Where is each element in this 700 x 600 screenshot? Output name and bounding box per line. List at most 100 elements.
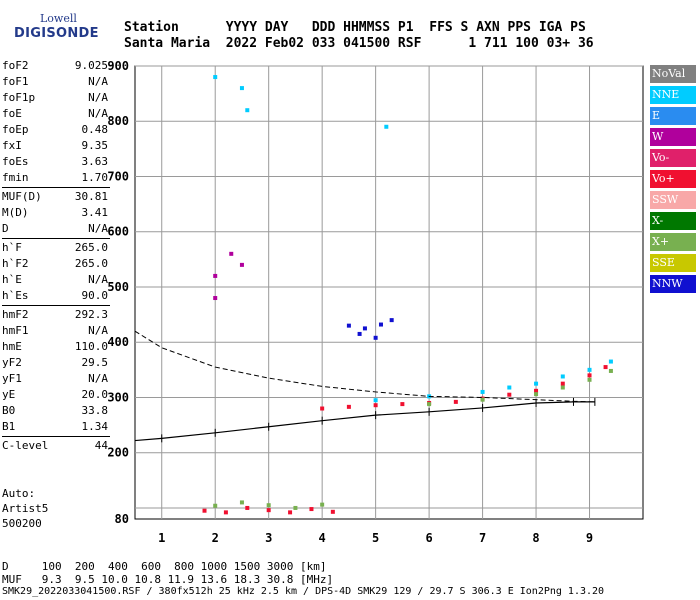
- legend: NoVal NNE E W Vo- Vo+ SSW X- X+ SSE NNW: [650, 65, 696, 296]
- parameter-value: 110.0: [74, 340, 108, 353]
- parameter-row: yF1 N/A: [0, 371, 112, 387]
- legend-item: NoVal: [650, 65, 696, 83]
- parameter-row: B1 1.34: [0, 419, 112, 435]
- parameter-row: foEs 3.63: [0, 154, 112, 170]
- data-point: [384, 124, 389, 129]
- parameter-value: N/A: [88, 273, 108, 286]
- dashed-profile-line: [134, 330, 595, 403]
- parameter-name: foF1p: [2, 91, 36, 104]
- y-tick-label: 200: [107, 446, 129, 460]
- data-point: [373, 398, 378, 403]
- parameter-value: 265.0: [74, 257, 108, 270]
- logo-digisonde-text: DIGISONDE: [14, 26, 99, 41]
- data-point: [293, 505, 298, 510]
- x-tick-label: 6: [425, 531, 432, 545]
- header-values: Santa Maria 2022 Feb02 033 041500 RSF 1 …: [124, 36, 594, 51]
- data-point: [223, 510, 228, 515]
- x-tick-label: 4: [319, 531, 326, 545]
- parameter-name: B0: [2, 404, 16, 417]
- parameter-row: foE N/A: [0, 106, 112, 122]
- data-point: [560, 381, 565, 386]
- parameter-name: hmF2: [2, 308, 29, 321]
- x-tick-label: 9: [586, 531, 593, 545]
- parameter-name: h`Es: [2, 289, 29, 302]
- y-tick-label: 80: [115, 512, 129, 526]
- parameter-value: 29.5: [81, 356, 109, 369]
- data-point: [534, 388, 539, 393]
- legend-item: Vo+: [650, 170, 696, 188]
- data-point: [427, 402, 432, 407]
- data-point: [400, 402, 405, 407]
- parameter-row: B0 33.8: [0, 403, 112, 419]
- parameter-row: M(D) 3.41: [0, 205, 112, 221]
- legend-item: X+: [650, 233, 696, 251]
- data-point: [534, 392, 539, 397]
- parameter-name: h`E: [2, 273, 22, 286]
- data-point: [587, 373, 592, 378]
- data-point: [229, 251, 234, 256]
- data-point: [587, 377, 592, 382]
- y-tick-label: 900: [107, 59, 129, 73]
- parameter-value: 1.70: [81, 171, 109, 184]
- data-point: [213, 75, 218, 80]
- parameter-name: MUF(D): [2, 190, 42, 203]
- y-tick-label: 300: [107, 390, 129, 404]
- parameter-value: N/A: [88, 107, 108, 120]
- parameter-value: 9.35: [81, 139, 109, 152]
- data-point: [560, 374, 565, 379]
- parameter-row: h`F 265.0: [0, 240, 112, 256]
- parameter-name: C-level: [2, 439, 49, 452]
- parameter-name: hmE: [2, 340, 22, 353]
- chart-lines: [134, 330, 596, 445]
- legend-item: E: [650, 107, 696, 125]
- parameter-value: 3.63: [81, 155, 109, 168]
- data-point: [608, 368, 613, 373]
- file-info: SMK29_2022033041500.RSF / 380fx512h 25 k…: [2, 586, 605, 597]
- data-point: [534, 381, 539, 386]
- legend-item: NNW: [650, 275, 696, 293]
- parameter-name: yF1: [2, 372, 22, 385]
- chart-tick-labels: 1 2 3 4 5 6 7 8 9 200 300 400 500 600 700 800 900 80: [107, 59, 593, 545]
- parameter-name: foEp: [2, 123, 29, 136]
- parameter-value: N/A: [88, 75, 108, 88]
- data-point: [507, 385, 512, 390]
- x-tick-label: 8: [532, 531, 539, 545]
- parameter-name: foF2: [2, 59, 29, 72]
- data-point: [608, 359, 613, 364]
- data-point: [480, 389, 485, 394]
- data-point: [453, 399, 458, 404]
- data-point: [373, 335, 378, 340]
- parameter-name: h`F2: [2, 257, 29, 270]
- parameter-value: 1.34: [81, 420, 109, 433]
- parameter-row: foF1p N/A: [0, 90, 112, 106]
- data-point: [330, 509, 335, 514]
- parameter-value: N/A: [88, 324, 108, 337]
- y-tick-label: 700: [107, 169, 129, 183]
- data-point: [202, 508, 207, 513]
- parameter-value: 292.3: [74, 308, 108, 321]
- station-header: Station YYYY DAY DDD HHMMSS P1 FFS S AXN…: [124, 20, 594, 52]
- data-point: [245, 108, 250, 113]
- logo: Lowell DIGISONDE: [2, 4, 114, 44]
- parameter-row: hmE 110.0: [0, 339, 112, 355]
- parameter-name: foE: [2, 107, 22, 120]
- data-point: [266, 503, 271, 508]
- parameter-row: h`E N/A: [0, 272, 112, 288]
- parameters-panel: foF2 9.025 foF1 N/A foF1p N/A foE N/A foEp 0.48 fx…: [0, 58, 112, 454]
- parameter-value: 30.81: [74, 190, 108, 203]
- parameter-row: hmF2 292.3: [0, 307, 112, 323]
- auto-code: 500200: [2, 517, 42, 530]
- parameter-value: 33.8: [81, 404, 109, 417]
- legend-item: X-: [650, 212, 696, 230]
- parameter-row: yF2 29.5: [0, 355, 112, 371]
- parameter-value: 44: [94, 439, 108, 452]
- data-point: [309, 507, 314, 512]
- parameter-row: fmin 1.70: [0, 170, 112, 186]
- data-point: [378, 322, 383, 327]
- parameter-name: foF1: [2, 75, 29, 88]
- parameter-name: hmF1: [2, 324, 29, 337]
- parameter-row: h`F2 265.0: [0, 256, 112, 272]
- data-point: [239, 500, 244, 505]
- parameter-row: D N/A: [0, 221, 112, 237]
- parameter-row: fxI 9.35: [0, 138, 112, 154]
